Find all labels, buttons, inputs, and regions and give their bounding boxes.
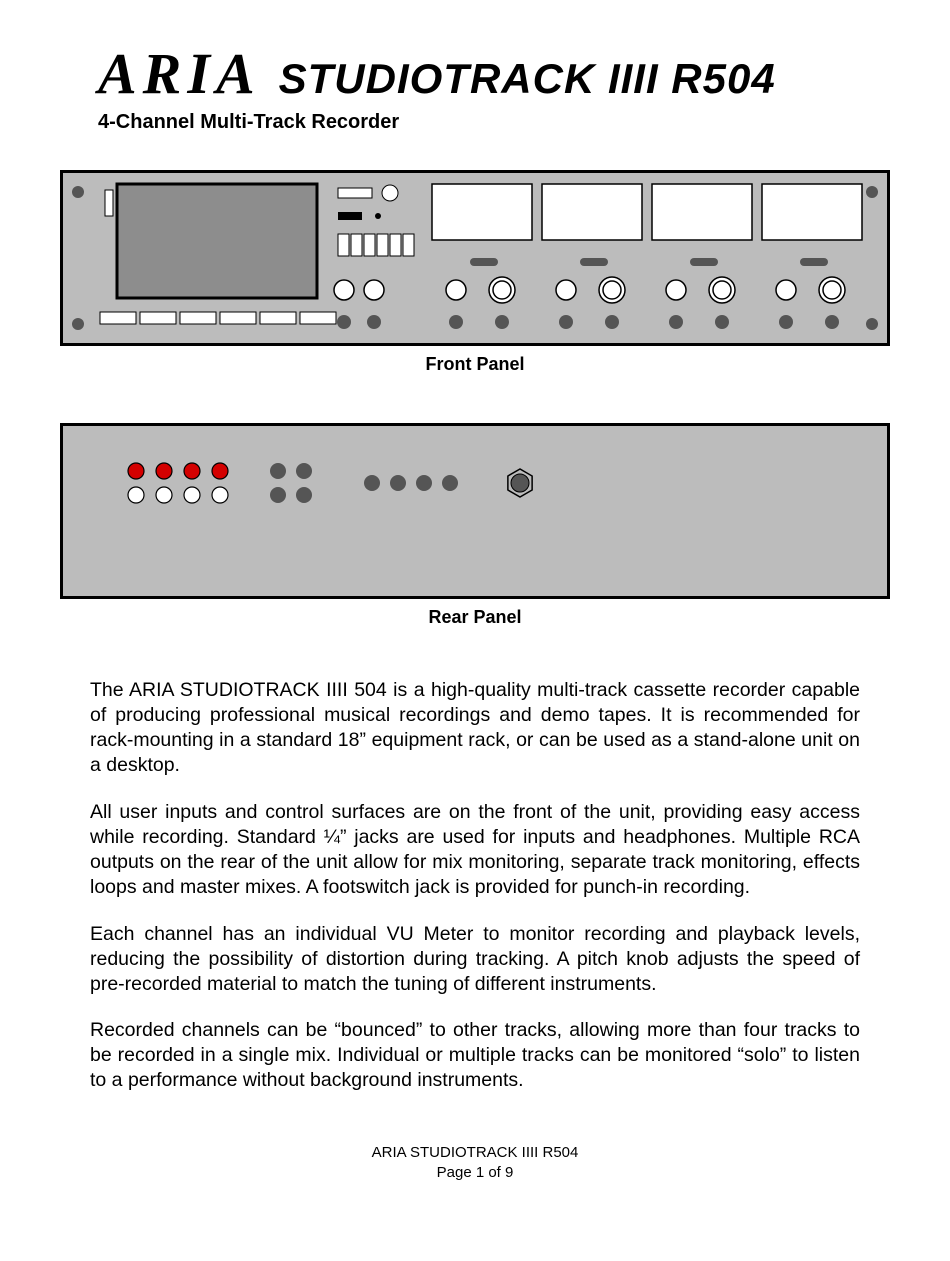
front-panel-caption: Front Panel bbox=[60, 354, 890, 375]
product-subtitle: 4-Channel Multi-Track Recorder bbox=[98, 111, 890, 134]
rear-panel-caption: Rear Panel bbox=[60, 607, 890, 628]
front-panel-diagram bbox=[60, 170, 890, 346]
footer-product: ARIA STUDIOTRACK IIII R504 bbox=[60, 1143, 890, 1163]
body-paragraph-3: Each channel has an individual VU Meter … bbox=[90, 922, 860, 997]
body-paragraph-4: Recorded channels can be “bounced” to ot… bbox=[90, 1018, 860, 1093]
body-paragraph-1: The ARIA STUDIOTRACK IIII 504 is a high-… bbox=[90, 678, 860, 778]
brand-logo: ARIA bbox=[98, 40, 261, 107]
body-paragraph-2: All user inputs and control surfaces are… bbox=[90, 800, 860, 900]
rear-panel-diagram bbox=[60, 423, 890, 599]
model-name: STUDIOTRACK IIII R504 bbox=[279, 55, 776, 103]
footer-page-number: Page 1 of 9 bbox=[60, 1163, 890, 1183]
